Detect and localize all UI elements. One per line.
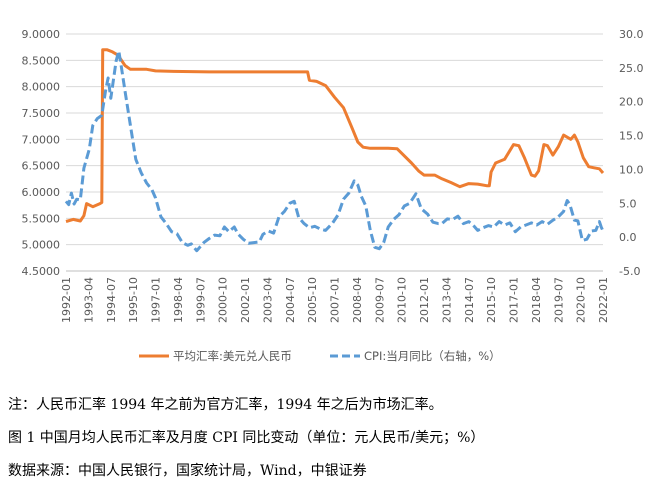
x-tick-label: 2020-10	[575, 277, 588, 323]
chart-note: 注：人民币汇率 1994 年之前为官方汇率，1994 年之后为市场汇率。	[8, 397, 443, 413]
x-tick-label: 2000-10	[217, 277, 230, 323]
left-tick-label: 5.5000	[22, 212, 61, 225]
right-tick-label: 0.0	[619, 231, 637, 244]
x-tick-label: 1993-04	[82, 277, 95, 323]
line-chart: 4.5000 5.0000 5.5000 6.0000 6.5000 7.0000 7.50…	[22, 28, 644, 363]
right-tick-label: -5.0	[619, 265, 640, 278]
right-tick-label: 25.0	[619, 62, 644, 75]
left-tick-label: 6.0000	[22, 186, 61, 199]
x-tick-label: 2010-10	[396, 277, 409, 323]
x-tick-label: 2008-04	[351, 277, 364, 323]
x-tick-label: 2012-01	[418, 277, 431, 323]
x-tick-label: 1999-07	[194, 277, 207, 323]
series-exchange-rate-line	[65, 48, 605, 223]
left-tick-label: 6.5000	[22, 160, 61, 173]
x-tick-label: 2015-10	[485, 277, 498, 323]
x-tick-label: 1992-01	[60, 277, 73, 323]
x-tick-label: 2022-01	[597, 277, 610, 323]
right-tick-label: 30.0	[619, 28, 644, 41]
x-axis-ticks: 1992-01 1993-04 1994-07 1995-10 1997-01 1998-…	[60, 277, 610, 323]
legend-label-cpi: CPI:当月同比（右轴，%）	[364, 349, 501, 363]
right-tick-label: 10.0	[619, 163, 644, 176]
x-tick-label: 1998-04	[172, 277, 185, 323]
left-tick-label: 4.5000	[22, 265, 61, 278]
figure-caption: 图 1 中国月均人民币汇率及月度 CPI 同比变动（单位：元人民币/美元；%）	[8, 430, 485, 446]
left-tick-label: 7.0000	[22, 133, 61, 146]
x-tick-label: 2018-04	[530, 277, 543, 323]
x-tick-label: 2019-07	[552, 277, 565, 323]
right-tick-label: 20.0	[619, 96, 644, 109]
x-tick-label: 2017-01	[508, 277, 521, 323]
x-tick-label: 2003-04	[261, 277, 274, 323]
x-tick-label: 2007-01	[329, 277, 342, 323]
left-axis-ticks: 4.5000 5.0000 5.5000 6.0000 6.5000 7.0000 7.50…	[22, 28, 61, 278]
x-tick-label: 1997-01	[150, 277, 163, 323]
right-tick-label: 5.0	[619, 197, 637, 210]
x-tick-label: 2002-01	[239, 277, 252, 323]
x-tick-label: 2005-10	[306, 277, 319, 323]
legend-label-exchange-rate: 平均汇率:美元兑人民币	[173, 349, 292, 363]
left-tick-label: 7.5000	[22, 107, 61, 120]
right-axis-ticks: -5.0 0.0 5.0 10.0 15.0 20.0 25.0 30.0	[619, 28, 644, 278]
x-tick-label: 2004-07	[284, 277, 297, 323]
gridlines	[66, 33, 603, 272]
left-tick-label: 8.0000	[22, 81, 61, 94]
legend: 平均汇率:美元兑人民币 CPI:当月同比（右轴，%）	[139, 349, 501, 363]
x-tick-label: 2009-07	[373, 277, 386, 323]
x-tick-label: 1995-10	[127, 277, 140, 323]
left-tick-label: 8.5000	[22, 54, 61, 67]
x-tick-label: 2014-07	[463, 277, 476, 323]
data-source: 数据来源：中国人民银行，国家统计局，Wind，中银证券	[8, 463, 367, 479]
x-tick-label: 1994-07	[105, 277, 118, 323]
series-cpi-line	[64, 49, 605, 253]
x-tick-label: 2013-04	[440, 277, 453, 323]
series-layer	[64, 48, 605, 253]
left-tick-label: 9.0000	[22, 28, 61, 41]
right-tick-label: 15.0	[619, 130, 644, 143]
left-tick-label: 5.0000	[22, 239, 61, 252]
